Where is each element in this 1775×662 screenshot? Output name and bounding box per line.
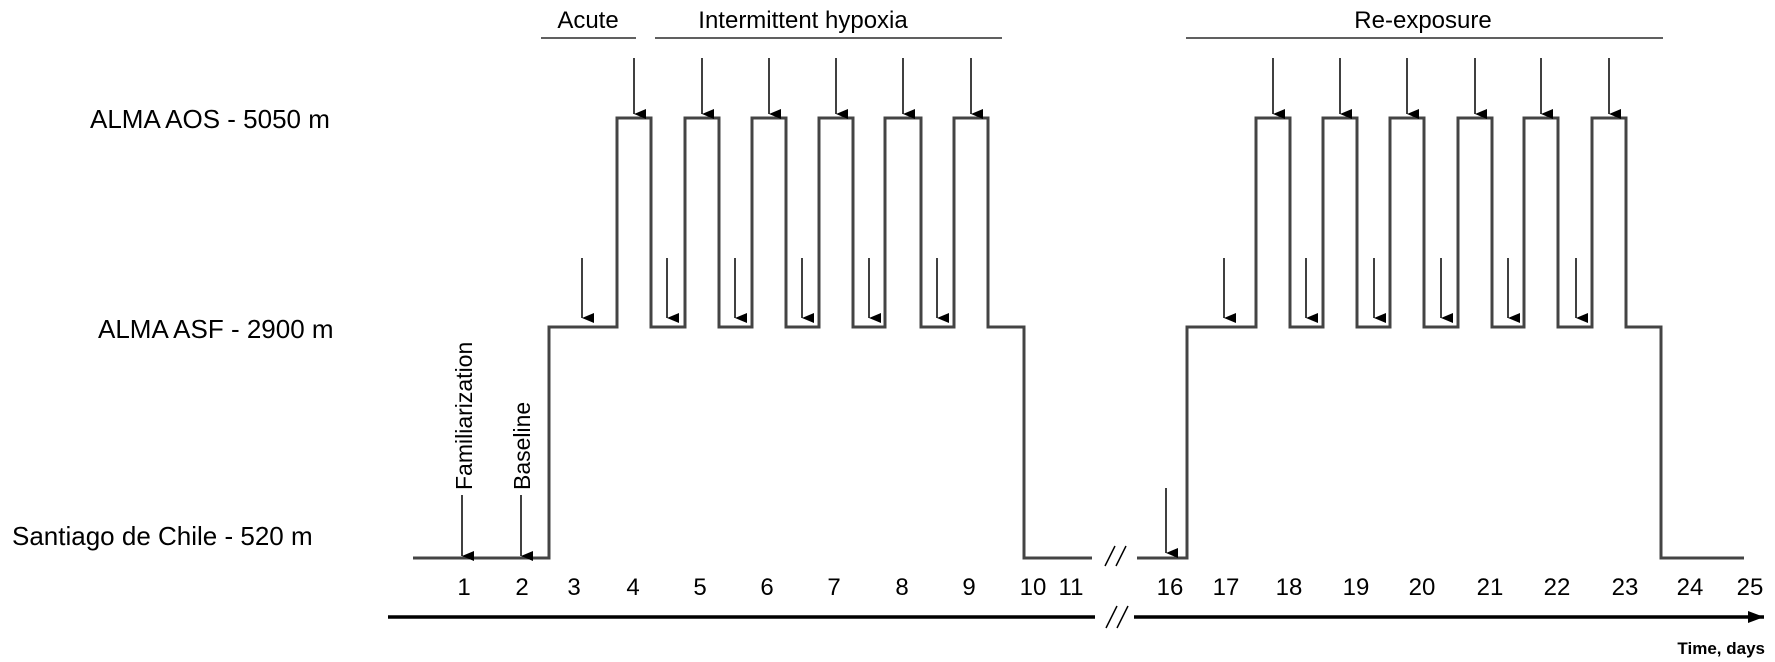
day-label: 17	[1213, 574, 1240, 601]
familiarization-label: Familiarization	[451, 342, 477, 490]
phase-label-acute: Acute	[557, 7, 618, 34]
arrows-low	[461, 488, 1178, 561]
day-label: 6	[760, 574, 773, 601]
altitude-profile-left	[413, 116, 1092, 560]
axis-break-mark	[1116, 605, 1129, 629]
time-axis-label: Time, days	[1677, 639, 1765, 658]
altitude-profile-right	[1137, 116, 1744, 560]
day-label: 10	[1020, 574, 1047, 601]
day-label: 22	[1544, 574, 1571, 601]
day-label: 8	[895, 574, 908, 601]
day-label: 24	[1677, 574, 1704, 601]
arrows-high	[633, 58, 1621, 119]
day-label: 9	[962, 574, 975, 601]
day-label: 5	[693, 574, 706, 601]
day-label: 25	[1737, 574, 1764, 601]
day-label: 7	[827, 574, 840, 601]
profile-break-mark	[1104, 545, 1116, 567]
altitude-label-aos: ALMA AOS - 5050 m	[90, 104, 330, 134]
day-label: 20	[1409, 574, 1436, 601]
profile-break-mark	[1115, 545, 1127, 567]
arrows-mid	[581, 258, 1588, 323]
day-label: 11	[1059, 574, 1084, 601]
day-labels-right: 16 17 18 19 20 21 22 23 24 25	[1157, 574, 1764, 601]
axis-break-mark	[1105, 605, 1118, 629]
day-label: 3	[567, 574, 580, 601]
baseline-label: Baseline	[509, 402, 535, 490]
day-label: 21	[1477, 574, 1504, 601]
altitude-label-asf: ALMA ASF - 2900 m	[98, 314, 334, 344]
day-labels-left: 1 2 3 4 5 6 7 8 9 10 11	[457, 574, 1083, 601]
day-label: 4	[626, 574, 639, 601]
phase-label-reexposure: Re-exposure	[1354, 7, 1491, 34]
day-label: 19	[1343, 574, 1370, 601]
day-label: 2	[515, 574, 528, 601]
day-label: 18	[1276, 574, 1303, 601]
day-label: 23	[1612, 574, 1639, 601]
phase-label-intermittent: Intermittent hypoxia	[698, 7, 908, 34]
day-label: 16	[1157, 574, 1184, 601]
altitude-label-santiago: Santiago de Chile - 520 m	[12, 521, 313, 551]
day-label: 1	[457, 574, 470, 601]
